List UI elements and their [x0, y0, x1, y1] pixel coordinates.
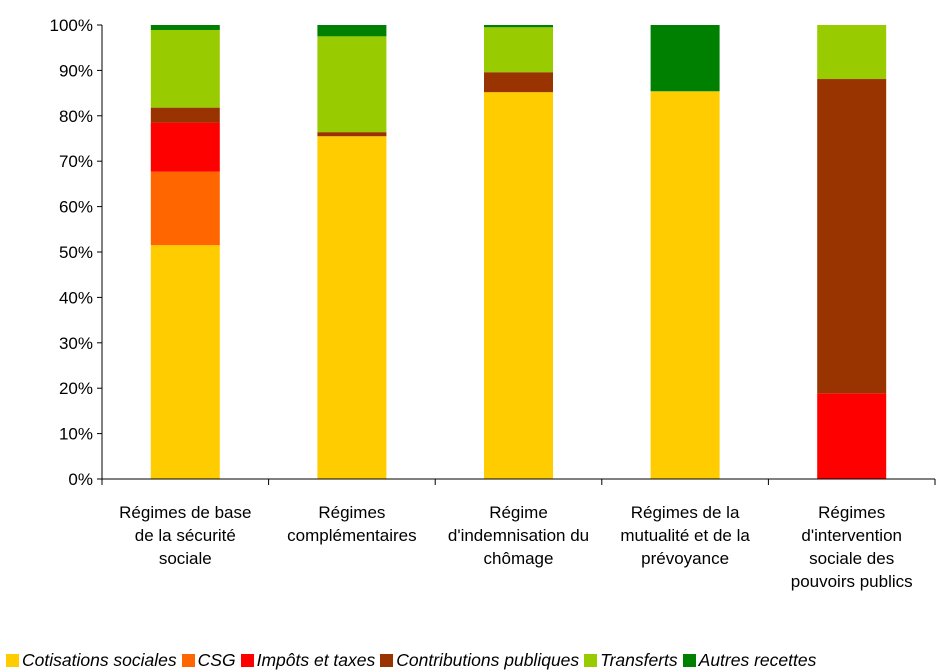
y-tick-label: 10% [59, 425, 93, 444]
legend-label: Cotisations sociales [22, 650, 177, 670]
legend-swatch [584, 654, 598, 667]
y-tick-label: 0% [68, 470, 93, 489]
bar-segment-4-1 [650, 91, 720, 479]
bar-segment-1-5 [150, 29, 220, 108]
bar-segment-3-6 [484, 25, 553, 28]
y-tick-label: 60% [59, 198, 93, 217]
x-tick-label: Régimes d'intervention sociale des pouvoirs… [791, 503, 913, 591]
x-tick-label-line: sociale [159, 549, 212, 568]
y-tick-label: 70% [59, 152, 93, 171]
legend-item: CSG [181, 650, 236, 670]
bar-segment-1-1 [150, 245, 220, 479]
y-tick-label: 100% [50, 16, 93, 35]
x-tick-label-line: sociale des [809, 549, 894, 568]
legend-swatch [240, 654, 254, 667]
bar-segment-2-6 [317, 25, 387, 37]
bar-segment-3-1 [484, 92, 553, 479]
x-tick-label-line: de la sécurité [135, 526, 236, 545]
bar-segment-2-5 [317, 36, 387, 133]
bar-segment-4-6 [650, 25, 720, 92]
x-tick-label-line: prévoyance [641, 549, 729, 568]
bar-segment-1-6 [150, 25, 220, 30]
x-tick-label-line: Régimes de la [631, 503, 740, 522]
x-tick-label-line: pouvoirs publics [791, 572, 913, 591]
legend-item: Transferts [584, 650, 678, 670]
legend-swatch [380, 654, 394, 667]
x-tick-label-line: Régimes [818, 503, 885, 522]
x-tick-label-line: d'intervention [801, 526, 902, 545]
bar-segment-1-2 [150, 171, 220, 246]
legend-label: Impôts et taxes [256, 650, 376, 670]
y-tick-label: 40% [59, 288, 93, 307]
legend-item: Contributions publiques [380, 650, 579, 670]
legend-item: Cotisations sociales [6, 650, 177, 670]
legend-swatch [6, 654, 19, 667]
x-tick-label: Régime d'indemnisation du chômage [448, 503, 589, 568]
legend-label: Contributions publiques [396, 650, 580, 670]
y-tick-label: 30% [59, 334, 93, 353]
bar-segment-2-1 [317, 136, 387, 480]
x-tick-label-line: complémentaires [287, 526, 416, 545]
legend: Cotisations sociales CSG Impôts et taxes Co… [6, 650, 821, 670]
x-tick-label-line: Régimes [318, 503, 385, 522]
x-tick-label: Régimes complémentaires [287, 503, 416, 545]
x-tick-label-line: mutualité et de la [620, 526, 750, 545]
bar-segment-1-4 [150, 107, 220, 123]
bar-segment-5-5 [817, 25, 887, 80]
y-tick-label: 80% [59, 107, 93, 126]
x-tick-label: Régimes de la mutualité et de la prévoyanc… [620, 503, 750, 568]
bar-segment-5-4 [817, 79, 887, 394]
legend-swatch [181, 654, 195, 667]
bar-segment-5-3 [817, 393, 887, 479]
x-tick-label-line: chômage [484, 549, 554, 568]
legend-label: Autres recettes [698, 650, 817, 670]
legend-swatch [682, 654, 696, 667]
y-tick-label: 20% [59, 379, 93, 398]
x-tick-label: Régimes de base de la sécurité sociale [119, 503, 251, 568]
legend-label: CSG [197, 650, 236, 670]
x-tick-label-line: Régime [489, 503, 548, 522]
legend-item: Autres recettes [682, 650, 817, 670]
bar-segment-1-3 [150, 122, 220, 172]
bar-segment-3-5 [484, 27, 553, 73]
bar-segment-2-4 [317, 132, 387, 137]
bar-segment-3-4 [484, 72, 553, 93]
x-tick-label-line: Régimes de base [119, 503, 251, 522]
legend-item: Impôts et taxes [240, 650, 376, 670]
legend-label: Transferts [600, 650, 678, 670]
x-tick-label-line: d'indemnisation du [448, 526, 589, 545]
y-tick-label: 50% [59, 243, 93, 262]
y-tick-label: 90% [59, 61, 93, 80]
